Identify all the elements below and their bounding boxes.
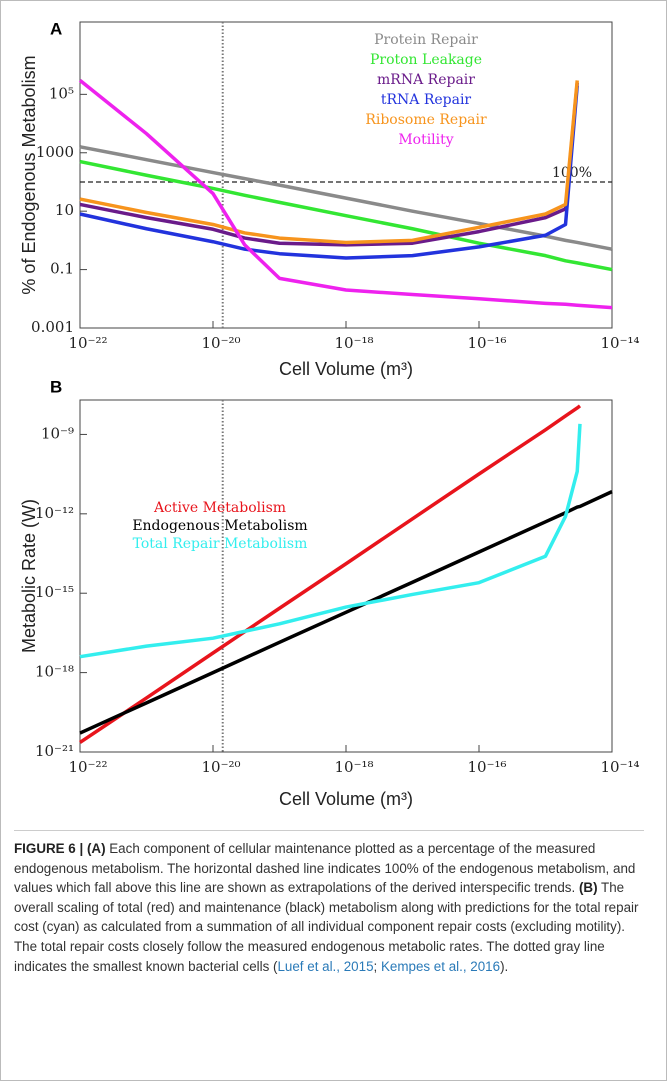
y-tick-label: 10 — [55, 201, 74, 219]
legend-entry: mRNA Repair — [377, 72, 475, 88]
x-tick-label: 10⁻¹⁶ — [467, 334, 506, 352]
caption-text: (B) — [578, 880, 598, 896]
plot-frame — [79, 21, 613, 329]
series-line — [79, 159, 613, 272]
caption-text: FIGURE 6 | (A) — [14, 841, 106, 856]
legend-entry: tRNA Repair — [381, 92, 472, 108]
panel-label: B — [50, 377, 62, 396]
y-axis-title: % of Endogenous Metabolism — [19, 55, 39, 294]
x-tick-label: 10⁻¹⁸ — [334, 334, 373, 352]
caption-text: ). — [500, 958, 509, 974]
series-line — [79, 145, 613, 251]
series-line — [78, 79, 613, 310]
legend-entry: Protein Repair — [374, 32, 478, 48]
caption-text[interactable]: Luef et al., 2015 — [277, 958, 374, 974]
y-tick-label: 10⁻¹² — [35, 504, 74, 522]
y-tick-label: 10⁻⁹ — [41, 424, 74, 442]
series-line — [79, 423, 582, 659]
caption-text[interactable]: Kempes et al., 2016 — [380, 958, 501, 974]
legend-entry: Ribosome Repair — [365, 112, 487, 128]
panel-label: A — [50, 19, 62, 38]
y-tick-label: 10⁻¹⁵ — [35, 583, 74, 601]
x-tick-label: 10⁻¹⁴ — [600, 758, 639, 776]
figure-charts: A 10⁻²² 10⁻²⁰ 10⁻¹⁸ 10⁻¹⁶ 10⁻¹⁴ 0.001 0.1 10 1000… — [19, 19, 640, 809]
series-line — [79, 82, 579, 247]
y-tick-label: 10⁻¹⁸ — [35, 663, 74, 681]
legend-entry: Endogenous Metabolism — [132, 518, 307, 534]
legend-entry: Total Repair Metabolism — [133, 536, 308, 552]
y-axis-title: Metabolic Rate (W) — [19, 499, 39, 653]
legend-entry: Active Metabolism — [153, 500, 286, 516]
x-tick-label: 10⁻¹⁶ — [467, 758, 506, 776]
caption-text: The overall scaling of total (red) and m… — [14, 880, 639, 974]
y-tick-label: 10⁵ — [49, 84, 74, 102]
x-tick-label: 10⁻²² — [68, 758, 107, 776]
caption-text: ; — [373, 958, 381, 974]
legend-entry: Motility — [398, 132, 453, 148]
caption-text: Each component of cellular maintenance p… — [14, 841, 636, 896]
x-tick-label: 10⁻²² — [68, 334, 107, 352]
reference-label: 100% — [552, 165, 592, 181]
series-line — [79, 404, 582, 744]
y-tick-label: 10⁻²¹ — [35, 742, 74, 760]
y-tick-label: 0.1 — [50, 260, 74, 278]
plot-frame — [79, 399, 613, 753]
series-line — [79, 80, 579, 245]
y-tick-label: 0.001 — [31, 318, 74, 336]
x-tick-label: 10⁻¹⁸ — [334, 758, 373, 776]
series-line — [79, 85, 579, 260]
series-line — [79, 490, 613, 735]
y-tick-label: 1000 — [36, 143, 74, 161]
figure-caption: FIGURE 6 | (A) Each component of cellula… — [14, 830, 644, 976]
x-axis-title: Cell Volume (m³) — [279, 359, 413, 379]
x-axis-title: Cell Volume (m³) — [279, 789, 413, 809]
x-tick-label: 10⁻²⁰ — [201, 758, 240, 776]
x-tick-label: 10⁻¹⁴ — [600, 334, 639, 352]
x-tick-label: 10⁻²⁰ — [201, 334, 240, 352]
legend-entry: Proton Leakage — [370, 52, 482, 68]
